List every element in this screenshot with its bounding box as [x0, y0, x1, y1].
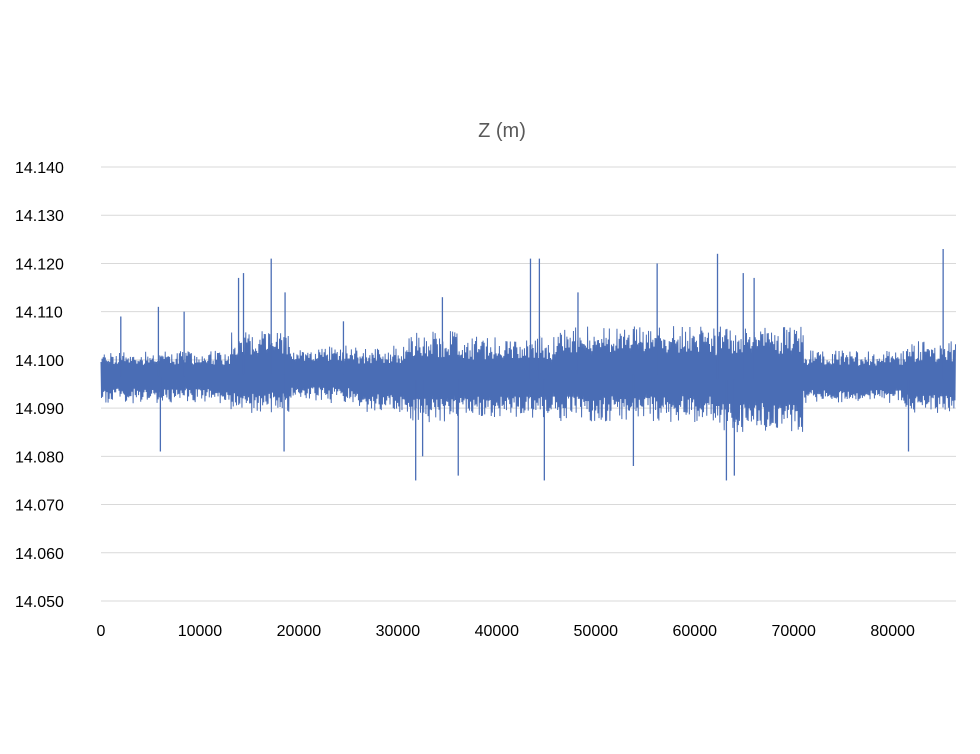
x-tick-label: 10000 — [178, 623, 223, 640]
y-tick-label: 14.120 — [15, 256, 64, 273]
x-axis-ticks: 0 10000 20000 30000 40000 50000 60000 70000 8000… — [97, 623, 915, 640]
y-tick-label: 14.130 — [15, 208, 64, 225]
x-tick-label: 50000 — [574, 623, 619, 640]
x-tick-label: 20000 — [277, 623, 322, 640]
x-tick-label: 70000 — [771, 623, 816, 640]
x-tick-label: 0 — [97, 623, 106, 640]
x-tick-label: 80000 — [870, 623, 915, 640]
y-tick-label: 14.050 — [15, 594, 64, 611]
y-tick-label: 14.100 — [15, 353, 64, 370]
x-tick-label: 60000 — [673, 623, 718, 640]
x-tick-label: 40000 — [475, 623, 520, 640]
y-tick-label: 14.070 — [15, 498, 64, 515]
y-tick-label: 14.060 — [15, 546, 64, 563]
series-z — [100, 248, 957, 481]
y-tick-label: 14.080 — [15, 449, 64, 466]
x-tick-label: 30000 — [376, 623, 421, 640]
series-line — [100, 326, 957, 433]
y-tick-label: 14.090 — [15, 401, 64, 418]
chart-title: Z (m) — [478, 120, 526, 142]
y-axis-ticks: 14.050 14.060 14.070 14.080 14.090 14.100 14.1… — [15, 160, 64, 611]
y-tick-label: 14.110 — [15, 305, 63, 322]
y-tick-label: 14.140 — [15, 160, 64, 177]
